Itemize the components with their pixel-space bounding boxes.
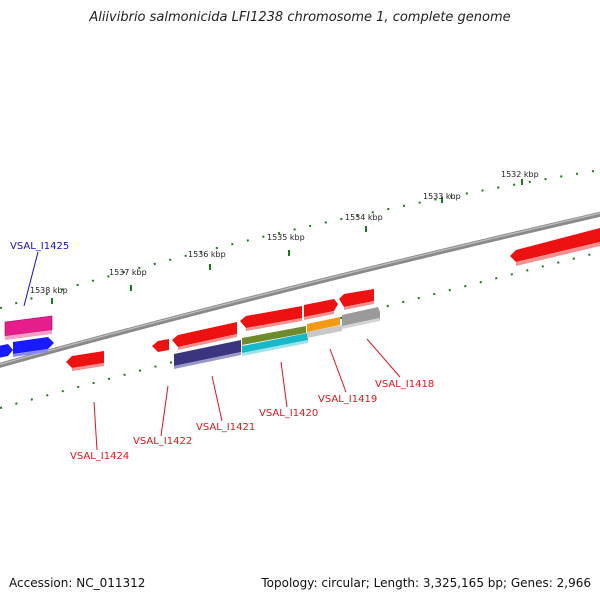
chromosome-backbone-highlight bbox=[0, 212, 600, 365]
gene-label[interactable]: VSAL_I1420 bbox=[259, 408, 318, 419]
gene-vsal-i1424[interactable] bbox=[66, 351, 104, 368]
gene-feature[interactable] bbox=[0, 344, 13, 358]
gene-shadow bbox=[304, 311, 334, 320]
tick-label: 1537 kbp bbox=[109, 268, 147, 277]
chromosome-backbone bbox=[0, 211, 600, 368]
gene-feature[interactable] bbox=[13, 337, 54, 354]
gene-vsal-i1418[interactable] bbox=[342, 307, 380, 326]
gene-shadow bbox=[72, 363, 104, 371]
gene-shadow bbox=[342, 318, 380, 329]
tick-label: 1536 kbp bbox=[188, 250, 226, 259]
gene-shadow bbox=[307, 325, 342, 338]
accession-label: Accession: NC_011312 bbox=[9, 576, 146, 590]
tick-label: 1533 kbp bbox=[423, 192, 461, 201]
leader-line bbox=[23, 251, 39, 307]
genome-summary: Topology: circular; Length: 3,325,165 bp… bbox=[261, 576, 591, 590]
tick-label: 1538 kbp bbox=[30, 286, 68, 295]
gene-label[interactable]: VSAL_I1421 bbox=[196, 422, 255, 433]
gene-feature[interactable] bbox=[240, 306, 302, 328]
gene-label[interactable]: VSAL_I1424 bbox=[70, 451, 129, 462]
leader-line bbox=[93, 401, 98, 451]
gene-label[interactable]: VSAL_I1418 bbox=[375, 379, 434, 390]
gene-vsal-i1420-olive[interactable] bbox=[242, 326, 306, 345]
gene-shadow bbox=[242, 340, 308, 356]
map-title: Aliivibrio salmonicida LFI1238 chromosom… bbox=[89, 10, 511, 25]
gene-feature[interactable] bbox=[510, 228, 600, 262]
gene-label[interactable]: VSAL_I1425 bbox=[10, 241, 69, 252]
leader-line bbox=[366, 338, 401, 378]
gene-vsal-i1419[interactable] bbox=[307, 317, 340, 332]
leader-lines bbox=[23, 251, 401, 451]
gene-shadow bbox=[178, 334, 237, 350]
gene-shadow bbox=[174, 352, 241, 369]
gene-shadow bbox=[344, 301, 374, 310]
leader-line bbox=[280, 361, 288, 408]
gene-vsal-i1422[interactable] bbox=[152, 339, 169, 352]
gene-shadow bbox=[246, 318, 302, 331]
gene-feature[interactable] bbox=[304, 299, 338, 317]
leader-line bbox=[211, 375, 223, 422]
leader-line bbox=[329, 348, 347, 393]
reverse-strand-features bbox=[0, 289, 380, 371]
gene-vsal-i1420[interactable] bbox=[242, 333, 308, 353]
gene-vsal-i1421[interactable] bbox=[174, 340, 241, 366]
tick-label: 1532 kbp bbox=[501, 170, 539, 179]
leader-line bbox=[160, 385, 169, 437]
gene-feature[interactable] bbox=[172, 322, 237, 347]
gene-label[interactable]: VSAL_I1422 bbox=[133, 436, 192, 447]
forward-strand-features bbox=[4, 228, 600, 340]
tick-label: 1534 kbp bbox=[345, 213, 383, 222]
gene-label[interactable]: VSAL_I1419 bbox=[318, 394, 377, 405]
gene-shadow bbox=[13, 349, 48, 357]
tick-label: 1535 kbp bbox=[267, 233, 305, 242]
gene-shadow bbox=[5, 330, 52, 340]
major-ticks bbox=[51, 179, 523, 304]
gene-shadow bbox=[516, 242, 600, 266]
gene-feature[interactable] bbox=[339, 289, 374, 307]
